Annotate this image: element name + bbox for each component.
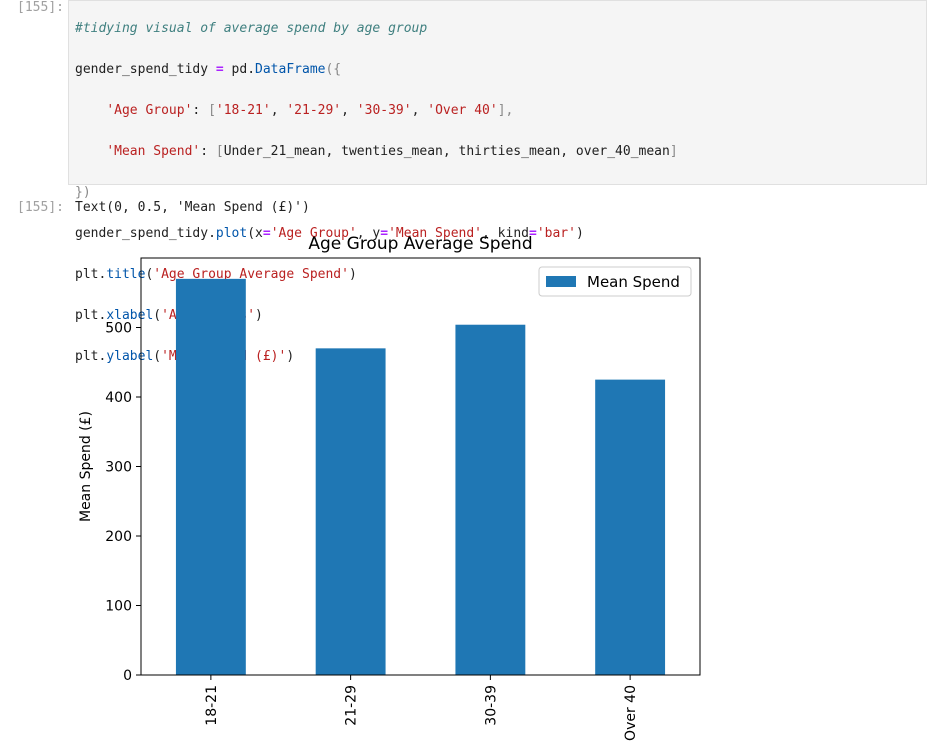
- y-tick-label: 500: [105, 321, 132, 337]
- code-token: plot: [215, 225, 248, 241]
- code-cell-input[interactable]: [68, 0, 927, 185]
- code-token: 'bar': [536, 225, 576, 241]
- code-token: title: [106, 266, 146, 282]
- code-token: :: [192, 102, 201, 118]
- output-text: Text(0, 0.5, 'Mean Spend (£)'): [75, 200, 310, 215]
- x-tick-label: 21-29: [344, 685, 360, 726]
- y-tick-label: 100: [105, 599, 132, 615]
- code-token: ]: [669, 143, 678, 159]
- code-token: plt: [75, 307, 99, 323]
- x-tick-label: Over 40: [623, 685, 639, 741]
- bar-Over 40: [595, 379, 666, 675]
- code-token: 'Mean Spend': [106, 143, 201, 159]
- code-token: '30-39': [356, 102, 412, 118]
- bar-21-29: [315, 348, 386, 675]
- code-editor[interactable]: #tidying visual of average spend by age …: [75, 20, 678, 364]
- code-token: xlabel: [106, 307, 154, 323]
- y-axis-label: Mean Spend (£): [78, 411, 94, 522]
- code-token: Under_21_mean, twenties_mean, thirties_m…: [223, 143, 670, 159]
- code-token: plt: [75, 266, 99, 282]
- y-tick-label: 200: [105, 529, 132, 545]
- code-token: 'Mean Spend': [388, 225, 483, 241]
- code-token: :: [200, 143, 209, 159]
- code-token: 'Over 40': [427, 102, 498, 118]
- code-token: plt: [75, 348, 99, 364]
- code-token: '21-29': [286, 102, 342, 118]
- bar-18-21: [175, 278, 246, 675]
- code-token: gender_spend_tidy: [75, 225, 209, 241]
- legend-label: Mean Spend: [587, 273, 680, 291]
- code-comment: #tidying visual of average spend by age …: [75, 20, 428, 36]
- code-token: ({: [325, 61, 342, 77]
- x-tick-label: 30-39: [483, 685, 499, 726]
- code-token: DataFrame: [255, 61, 326, 77]
- bar-30-39: [455, 324, 526, 675]
- legend-swatch: [546, 276, 576, 287]
- y-tick-label: 300: [105, 460, 132, 476]
- y-tick-label: 0: [123, 668, 132, 684]
- code-token: 'Age Group': [106, 102, 193, 118]
- code-token: '18-21': [215, 102, 271, 118]
- code-token: ],: [497, 102, 514, 118]
- input-prompt: [155]:: [17, 0, 64, 15]
- legend-box: [538, 266, 692, 297]
- x-tick-label: 18-21: [204, 685, 220, 726]
- code-token: 'Age Group Average Spend': [153, 266, 349, 282]
- legend: Mean Spend: [538, 266, 692, 297]
- code-token: 'Age Group': [270, 225, 357, 241]
- code-token: [: [215, 143, 224, 159]
- code-token: [: [208, 102, 216, 118]
- code-token: =: [215, 61, 224, 77]
- code-token: pd: [231, 61, 248, 77]
- code-token: ylabel: [106, 348, 154, 364]
- code-token: }): [75, 184, 91, 200]
- code-token: gender_spend_tidy: [75, 61, 209, 77]
- y-tick-label: 400: [105, 390, 132, 406]
- output-prompt: [155]:: [17, 200, 64, 215]
- chart-title: Age Group Average Spend: [308, 234, 532, 254]
